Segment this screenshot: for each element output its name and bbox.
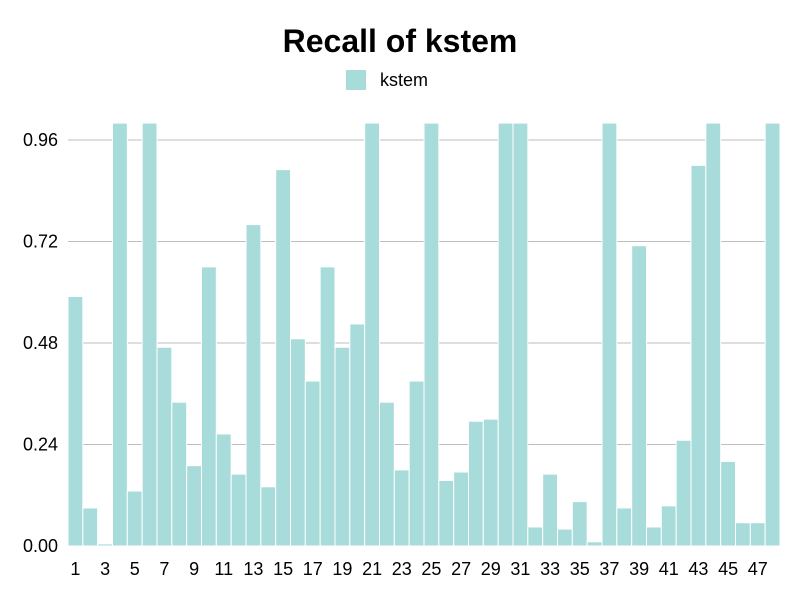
bar <box>497 122 514 547</box>
bar <box>571 501 588 547</box>
bar <box>408 380 425 547</box>
x-tick-label: 41 <box>659 559 679 579</box>
bar <box>749 522 766 547</box>
bar <box>453 471 469 547</box>
bar <box>156 346 173 547</box>
legend-swatch <box>346 70 366 90</box>
bar <box>304 380 321 547</box>
x-tick-label: 43 <box>688 559 708 579</box>
bar <box>290 338 306 547</box>
x-tick-label: 5 <box>130 559 140 579</box>
bar <box>334 346 351 547</box>
bar <box>527 526 544 547</box>
bar <box>423 122 440 547</box>
x-tick-label: 11 <box>214 559 233 579</box>
bar <box>245 224 262 547</box>
y-tick-label: 0.24 <box>23 435 58 455</box>
x-tick-label: 45 <box>718 559 738 579</box>
bar <box>171 401 188 547</box>
bar <box>141 122 158 547</box>
bar <box>97 543 113 547</box>
bar <box>690 164 707 547</box>
x-tick-label: 31 <box>510 559 530 579</box>
y-tick-label: 0.96 <box>23 130 58 150</box>
bar <box>557 528 573 547</box>
y-tick-label: 0.48 <box>23 333 58 353</box>
bar <box>260 486 277 547</box>
x-tick-label: 17 <box>303 559 323 579</box>
bar <box>67 295 84 547</box>
x-tick-label: 3 <box>100 559 110 579</box>
x-tick-label: 29 <box>481 559 501 579</box>
bar <box>735 522 751 547</box>
x-tick-label: 27 <box>451 559 471 579</box>
bar <box>112 122 128 547</box>
bar <box>675 439 692 547</box>
y-tick-label: 0.72 <box>23 232 58 252</box>
chart-title: Recall of kstem <box>283 23 518 59</box>
bar <box>601 122 618 547</box>
x-tick-label: 7 <box>159 559 169 579</box>
bar <box>468 420 484 547</box>
bar <box>764 122 781 547</box>
x-tick-label: 47 <box>748 559 768 579</box>
bar <box>201 266 217 547</box>
x-tick-label: 21 <box>362 559 382 579</box>
bar <box>705 122 722 547</box>
bar <box>512 122 529 547</box>
x-tick-label: 15 <box>273 559 293 579</box>
x-tick-label: 25 <box>421 559 441 579</box>
legend: kstem <box>346 70 428 90</box>
bar <box>215 433 232 547</box>
bar <box>720 460 737 547</box>
bar <box>482 418 499 547</box>
bar <box>230 473 247 547</box>
bar <box>319 266 336 547</box>
x-tick-label: 23 <box>392 559 412 579</box>
bar <box>393 469 410 547</box>
x-tick-label: 37 <box>599 559 619 579</box>
bar <box>646 526 662 547</box>
bar <box>349 323 366 547</box>
bar <box>379 401 395 547</box>
bar <box>364 122 380 547</box>
bars <box>67 122 781 547</box>
bar <box>616 507 633 547</box>
bar <box>660 505 677 547</box>
x-tick-label: 35 <box>570 559 590 579</box>
bar <box>542 473 559 547</box>
bar <box>438 479 455 547</box>
bar <box>82 507 99 547</box>
x-tick-label: 1 <box>70 559 80 579</box>
x-tick-label: 9 <box>189 559 199 579</box>
bar <box>586 541 603 547</box>
x-tick-label: 13 <box>243 559 263 579</box>
y-axis-ticks: 0.00 0.24 0.48 0.72 0.96 <box>23 130 58 556</box>
bar <box>631 245 648 547</box>
bar <box>186 465 203 547</box>
x-tick-label: 19 <box>332 559 352 579</box>
bar <box>126 490 143 547</box>
x-axis-ticks: 1 3 5 7 9 11 13 15 17 19 21 23 25 27 29 31 33 35 37 39 41 43 4… <box>70 559 767 579</box>
legend-label: kstem <box>380 70 428 90</box>
x-tick-label: 33 <box>540 559 560 579</box>
y-tick-label: 0.00 <box>23 536 58 556</box>
x-tick-label: 39 <box>629 559 649 579</box>
bar <box>275 169 291 547</box>
